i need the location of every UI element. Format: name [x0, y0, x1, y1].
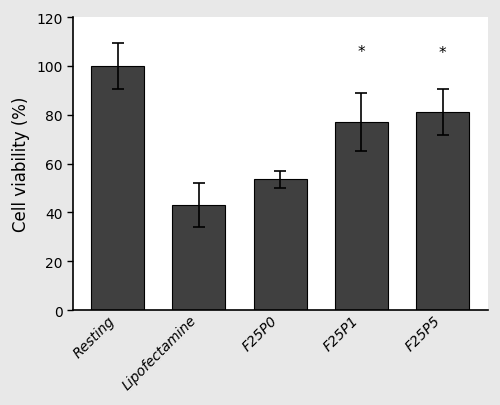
Bar [416, 113, 469, 310]
Bar [254, 180, 306, 310]
Bar [91, 67, 144, 310]
Text: *: * [439, 46, 446, 61]
Bar [335, 123, 388, 310]
Text: *: * [358, 45, 366, 60]
Y-axis label: Cell viability (%): Cell viability (%) [12, 97, 30, 232]
Bar [172, 206, 226, 310]
